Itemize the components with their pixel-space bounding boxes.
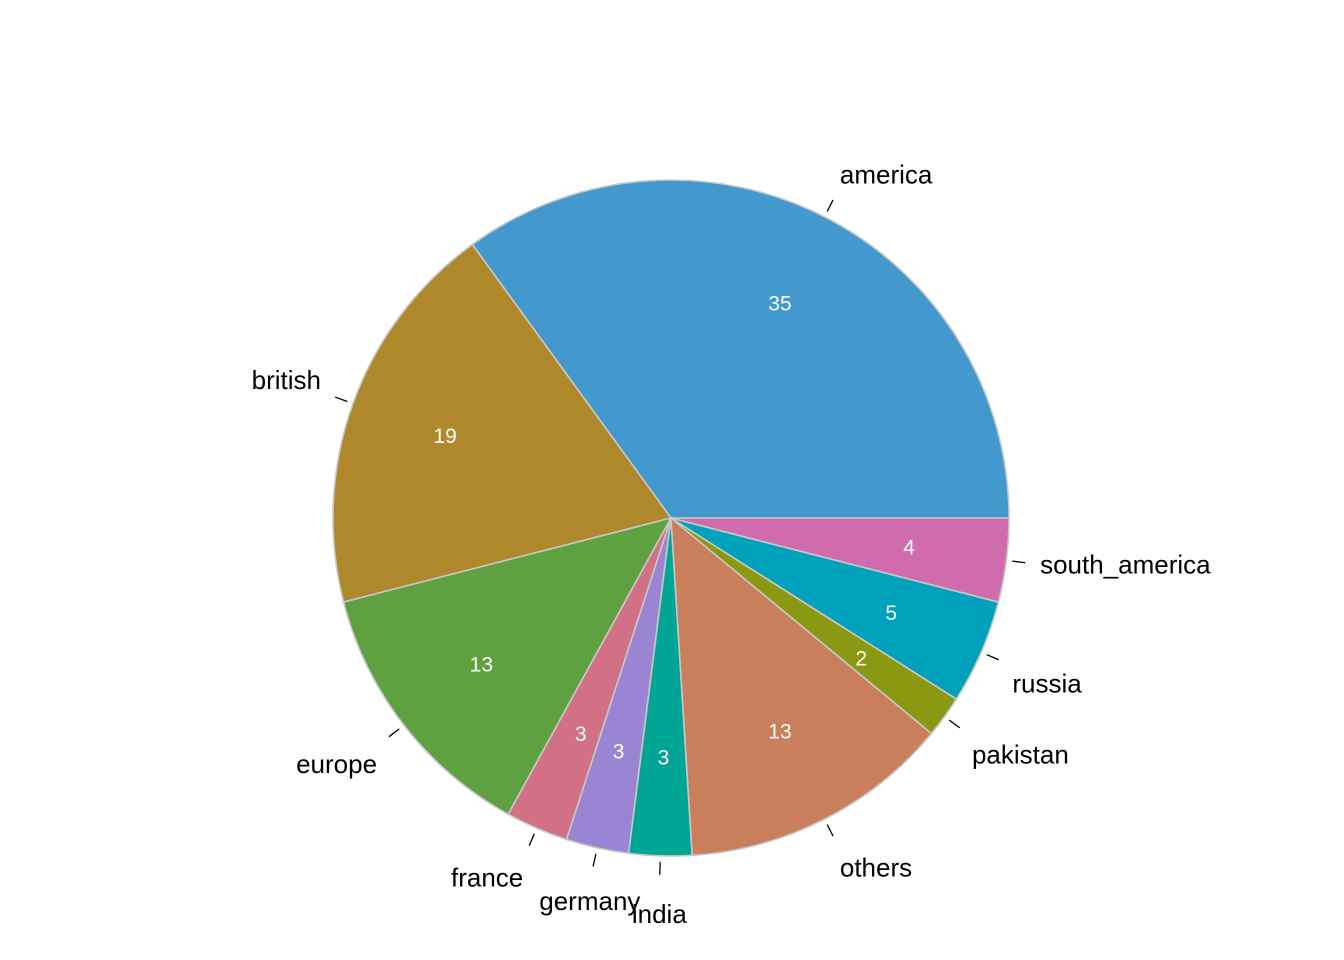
value-label-france: 3 xyxy=(575,723,587,746)
pie-slice-others xyxy=(670,516,933,857)
value-label-america: 35 xyxy=(768,293,791,316)
slice-label-france: france xyxy=(451,862,523,892)
slice-label-india: india xyxy=(632,899,687,929)
tick-germany xyxy=(592,853,597,867)
tick-others xyxy=(826,824,834,837)
pie-slice-south-america xyxy=(670,517,1010,604)
tick-america xyxy=(826,199,834,212)
tick-british xyxy=(334,396,348,403)
value-label-british: 19 xyxy=(434,425,457,448)
slice-label-europe: europe xyxy=(296,749,377,779)
tick-europe xyxy=(388,728,400,738)
value-label-pakistan: 2 xyxy=(855,648,867,671)
slice-label-america: america xyxy=(840,160,933,190)
tick-south-america xyxy=(1012,560,1026,564)
pie-slice-british xyxy=(332,243,673,604)
pie-slice-america xyxy=(471,179,1010,519)
slice-label-south-america: south_america xyxy=(1040,550,1211,580)
tick-russia xyxy=(986,654,999,661)
value-label-india: 3 xyxy=(658,746,670,769)
value-label-europe: 13 xyxy=(470,654,493,677)
label-ticks xyxy=(334,199,1026,875)
value-labels: 35 19 13 3 3 3 13 25 4 xyxy=(434,293,916,770)
slice-label-british: british xyxy=(252,365,321,395)
slice-label-others: others xyxy=(840,852,912,882)
pie-slice-europe xyxy=(342,516,673,816)
value-label-germany: 3 xyxy=(613,741,625,764)
slice-label-germany: germany xyxy=(539,886,640,916)
slice-label-russia: russia xyxy=(1012,669,1082,699)
tick-pakistan xyxy=(948,719,961,729)
value-label-others: 13 xyxy=(768,720,791,743)
tick-france xyxy=(528,833,535,846)
pie-slices xyxy=(332,179,1010,857)
value-label-russia: 5 xyxy=(885,602,897,625)
value-label-south-america: 4 xyxy=(903,537,915,560)
slice-label-pakistan: pakistan xyxy=(972,740,1069,770)
